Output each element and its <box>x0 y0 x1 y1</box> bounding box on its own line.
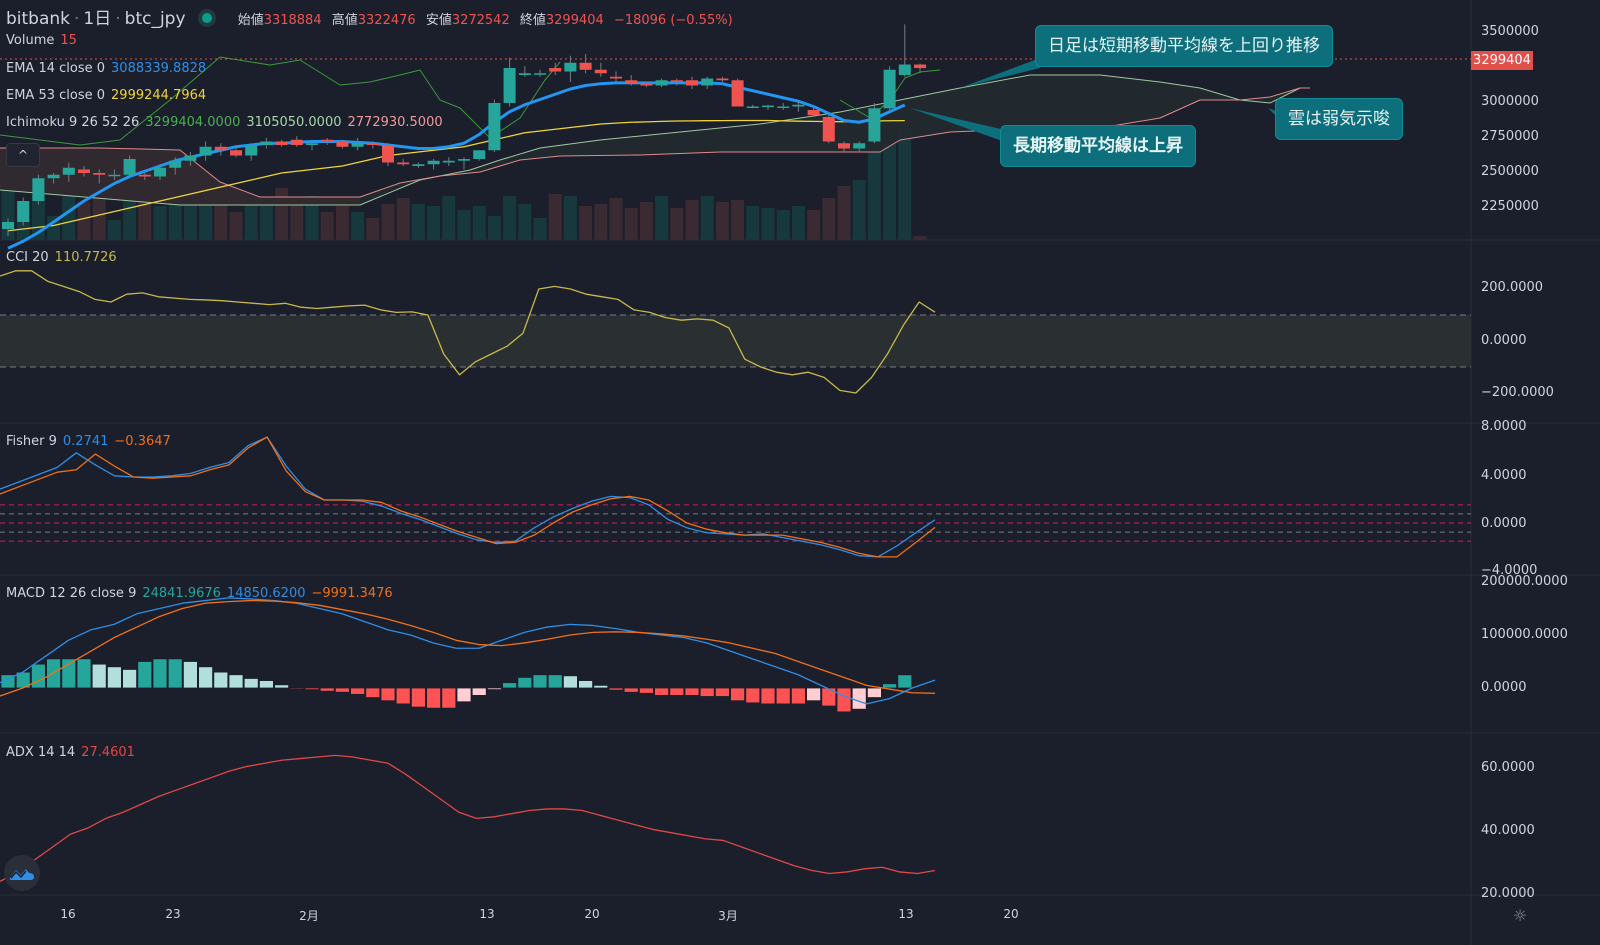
tradingview-logo-icon[interactable] <box>4 855 40 891</box>
interval-label[interactable]: 1日 <box>83 9 112 29</box>
time-tick: 20 <box>584 907 600 921</box>
annotation-long-ma[interactable]: 長期移動平均線は上昇 <box>1000 125 1196 167</box>
legend-adx[interactable]: ADX 14 14 27.4601 <box>6 745 135 760</box>
collapse-legend-button[interactable]: ^ <box>6 143 40 167</box>
legend-volume[interactable]: Volume 15 <box>6 33 77 48</box>
cci-tick: 200.0000 <box>1481 280 1544 295</box>
ohlc-values: 始値3318884 高値3322476 安値3272542 終値3299404 … <box>237 13 733 28</box>
fisher-tick: 8.0000 <box>1481 419 1527 434</box>
time-tick: 23 <box>165 907 181 921</box>
time-tick: 2月 <box>299 909 319 923</box>
time-tick: 20 <box>1003 907 1019 921</box>
price-tick: 2250000 <box>1481 199 1539 214</box>
symbol-header: bitbank · 1日 · btc_jpy 始値3318884 高値3322476 安… <box>6 4 739 29</box>
macd-tick: 100000.0000 <box>1481 627 1568 642</box>
macd-tick: 200000.0000 <box>1481 574 1568 589</box>
symbol-name[interactable]: btc_jpy <box>124 9 186 29</box>
fisher-tick: 0.0000 <box>1481 516 1527 531</box>
legend-ema14[interactable]: EMA 14 close 0 3088339.8828 <box>6 61 207 76</box>
legend-ichimoku[interactable]: Ichimoku 9 26 52 26 3299404.0000 3105050.0… <box>6 115 443 130</box>
time-tick: 13 <box>898 907 914 921</box>
cci-tick: −200.0000 <box>1481 385 1554 400</box>
legend-ema53[interactable]: EMA 53 close 0 2999244.7964 <box>6 88 207 103</box>
annotation-cloud[interactable]: 雲は弱気示唆 <box>1275 98 1403 140</box>
price-tick: 3500000 <box>1481 24 1539 39</box>
legend-macd[interactable]: MACD 12 26 close 9 24841.9676 14850.6200 −9… <box>6 586 393 601</box>
price-tick: 3000000 <box>1481 94 1539 109</box>
price-tick: 2500000 <box>1481 164 1539 179</box>
macd-tick: 0.0000 <box>1481 680 1527 695</box>
annotation-short-ma[interactable]: 日足は短期移動平均線を上回り推移 <box>1035 25 1333 67</box>
time-tick: 3月 <box>718 909 738 923</box>
adx-tick: 60.0000 <box>1481 760 1535 775</box>
price-change: −18096 (−0.55%) <box>613 13 733 28</box>
exchange-name[interactable]: bitbank <box>6 9 71 29</box>
time-tick: 13 <box>479 907 495 921</box>
market-status-icon <box>201 13 212 23</box>
legend-cci[interactable]: CCI 20 110.7726 <box>6 250 117 265</box>
current-price-tag: 3299404 <box>1471 51 1533 70</box>
time-tick: 16 <box>60 907 76 921</box>
adx-tick: 20.0000 <box>1481 886 1535 901</box>
price-tick: 2750000 <box>1481 129 1539 144</box>
fisher-tick: −4.0000 <box>1481 563 1538 578</box>
settings-gear-icon[interactable]: ☼ <box>1512 906 1528 925</box>
cci-tick: 0.0000 <box>1481 333 1527 348</box>
fisher-tick: 4.0000 <box>1481 468 1527 483</box>
adx-tick: 40.0000 <box>1481 823 1535 838</box>
legend-fisher[interactable]: Fisher 9 0.2741 −0.3647 <box>6 434 171 449</box>
